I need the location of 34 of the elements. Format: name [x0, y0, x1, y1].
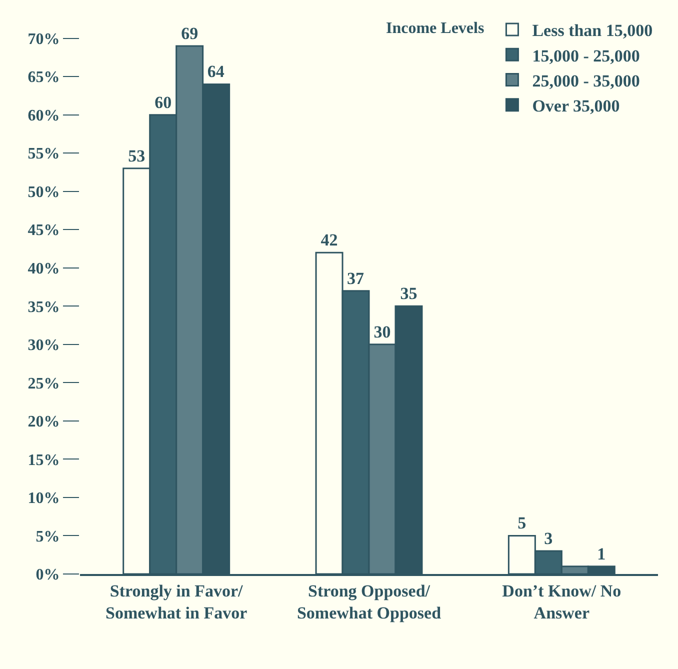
data-label: 64 — [207, 62, 225, 82]
data-label: 60 — [154, 92, 172, 112]
y-tick-label: 30% — [28, 337, 60, 354]
legend-label: Less than 15,000 — [532, 21, 653, 40]
data-label: 3 — [544, 529, 553, 548]
y-tick-label: 0% — [36, 566, 60, 584]
data-label: 53 — [128, 146, 146, 166]
y-tick-label: 40% — [28, 260, 60, 278]
y-tick-label: 25% — [28, 375, 60, 392]
y-tick-label: 50% — [28, 184, 60, 201]
x-tick-label: Strong Opposed/ Somewhat Opposed — [296, 581, 442, 622]
y-tick-label: 15% — [28, 452, 60, 469]
y-tick-label: 35% — [28, 298, 60, 316]
data-label: 42 — [320, 230, 338, 250]
y-tick-label: 45% — [28, 222, 60, 240]
y-tick-label: 10% — [28, 490, 60, 508]
x-tick-label: Don’t Know/ No Answer — [502, 581, 622, 622]
legend-label: 15,000 - 25,000 — [532, 46, 640, 66]
y-tick-label: 55% — [28, 146, 60, 163]
y-tick-label: 70% — [28, 30, 60, 48]
data-label: 30 — [374, 322, 391, 342]
data-label: 37 — [347, 268, 365, 288]
y-tick-label: 5% — [36, 528, 60, 546]
legend-label: Over 35,000 — [532, 96, 620, 116]
legend-label: 25,000 - 35,000 — [532, 71, 640, 90]
data-label: 5 — [518, 514, 526, 533]
legend-title: Income Levels — [386, 20, 484, 37]
y-tick-label: 60% — [28, 107, 60, 124]
data-label: 1 — [597, 544, 606, 564]
data-label: 35 — [400, 284, 418, 304]
y-tick-label: 20% — [28, 414, 60, 431]
y-tick-label: 65% — [28, 69, 60, 86]
data-label: 69 — [181, 24, 198, 43]
x-tick-label: Strongly in Favor/ Somewhat in Favor — [105, 581, 248, 622]
